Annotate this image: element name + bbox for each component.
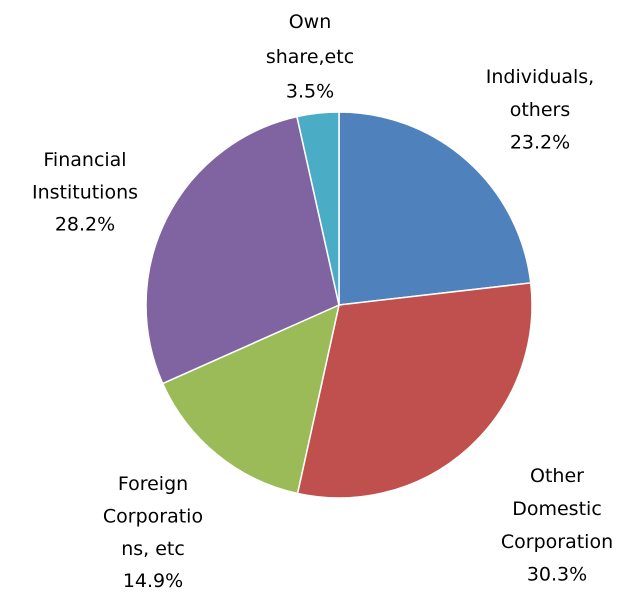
- slice-label: Individuals, others: [486, 66, 594, 121]
- slice-value-label: 30.3%: [527, 564, 587, 586]
- slice-label: Foreign Corporatio ns, etc: [103, 473, 203, 560]
- slice-value-label: 28.2%: [55, 214, 115, 236]
- pie-slice: [161, 303, 341, 495]
- slice-label: Financial Institutions: [32, 149, 138, 204]
- pie-slice: [338, 111, 532, 306]
- slice-value-label: 23.2%: [510, 132, 570, 154]
- slice-label: Other Domestic Corporation: [501, 465, 613, 553]
- slice-value-label: 3.5%: [286, 81, 334, 103]
- slice-value-label: 14.9%: [123, 570, 183, 592]
- pie-slice: [296, 111, 340, 306]
- pie-slice: [296, 282, 533, 499]
- pie-slice: [145, 115, 340, 385]
- slice-label: Own share,etc: [266, 11, 354, 68]
